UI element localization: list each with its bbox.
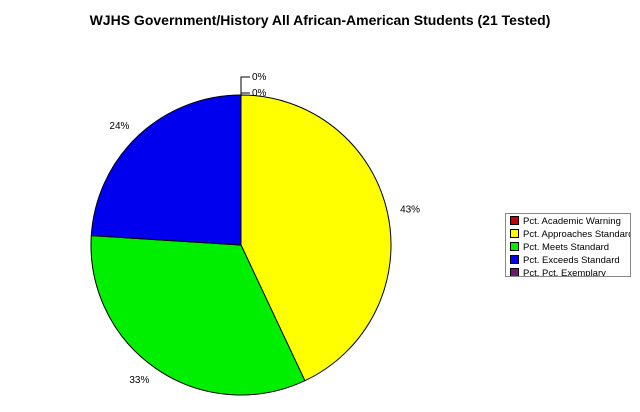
pie-slice-pct-exceeds-standard bbox=[90, 94, 242, 246]
pie-label-pct-approaches-standard: 43% bbox=[400, 204, 420, 215]
legend: Pct. Academic Warning Pct. Approaches St… bbox=[505, 213, 631, 277]
legend-swatch bbox=[510, 255, 519, 264]
legend-item-exemplary: Pct. Pct. Exemplary bbox=[510, 267, 630, 277]
pie-label-pct-pct-exemplary: 0% bbox=[252, 88, 267, 99]
legend-label: Pct. Approaches Standard bbox=[523, 229, 631, 240]
legend-label: Pct. Meets Standard bbox=[523, 242, 610, 253]
pie-slices bbox=[90, 94, 392, 396]
legend-item-exceeds-standard: Pct. Exceeds Standard bbox=[510, 254, 630, 267]
legend-item-academic-warning: Pct. Academic Warning bbox=[510, 215, 630, 228]
legend-item-meets-standard: Pct. Meets Standard bbox=[510, 241, 630, 254]
pie-labels: 0% 43% 33% 24% 0% bbox=[109, 72, 420, 386]
legend-label: Pct. Academic Warning bbox=[523, 216, 621, 227]
pie-leader-pct-academic-warning bbox=[240, 76, 250, 95]
pie-label-pct-meets-standard: 33% bbox=[129, 375, 149, 386]
pie-leader-pct-pct-exemplary bbox=[240, 92, 250, 95]
pie-label-pct-academic-warning: 0% bbox=[252, 72, 267, 83]
legend-label: Pct. Pct. Exemplary bbox=[523, 268, 606, 277]
pie-slice-pct-meets-standard bbox=[90, 235, 306, 396]
legend-label: Pct. Exceeds Standard bbox=[523, 255, 620, 266]
legend-swatch bbox=[510, 229, 519, 238]
legend-swatch bbox=[510, 268, 519, 276]
legend-swatch bbox=[510, 242, 519, 251]
pie-label-pct-exceeds-standard: 24% bbox=[109, 121, 129, 132]
chart-title: WJHS Government/History All African-Amer… bbox=[89, 12, 551, 28]
legend-swatch bbox=[510, 216, 519, 225]
pie-slice-pct-approaches-standard bbox=[240, 94, 392, 382]
legend-item-approaches-standard: Pct. Approaches Standard bbox=[510, 228, 630, 241]
